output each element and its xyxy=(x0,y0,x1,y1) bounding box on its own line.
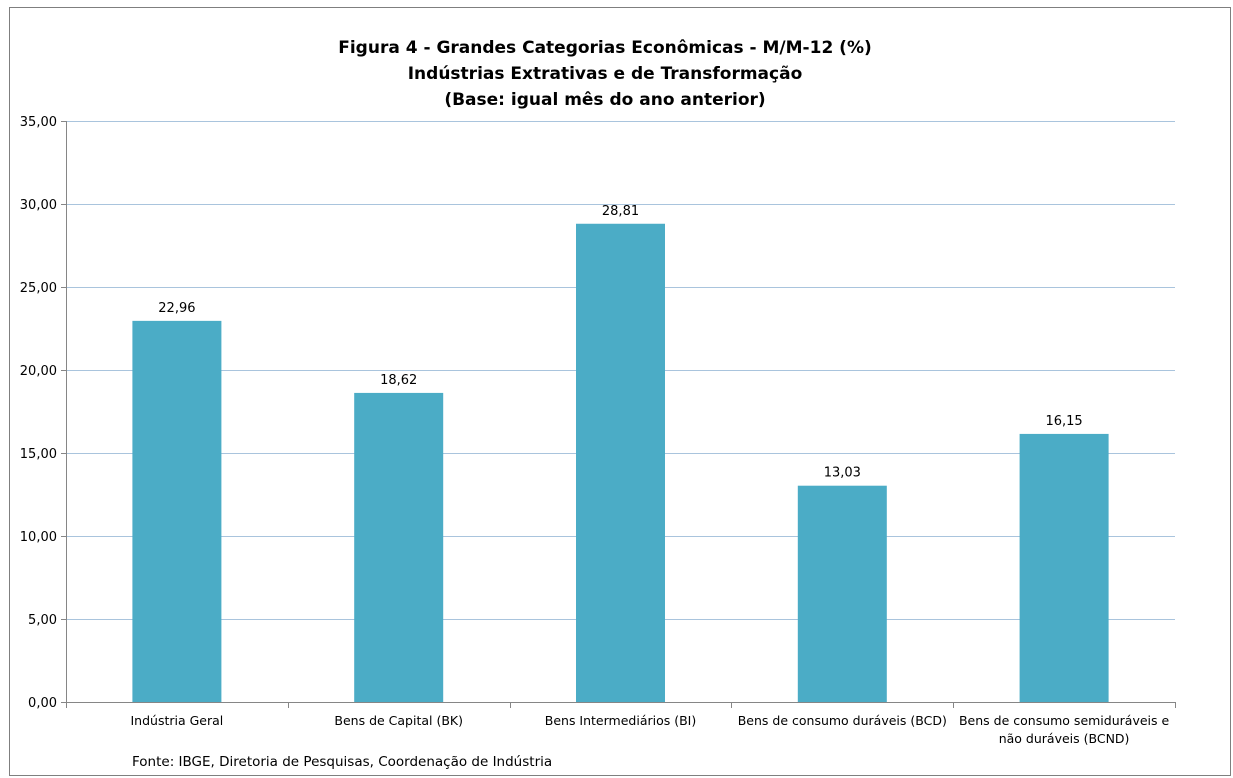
bars xyxy=(132,223,1109,702)
source-note: Fonte: IBGE, Diretoria de Pesquisas, Coo… xyxy=(132,754,552,770)
y-tick-label: 25,00 xyxy=(20,281,57,296)
bar-value-label: 28,81 xyxy=(602,204,639,219)
labels: 0,00 5,00 10,00 15,00 20,00 25,00 30,00 35,00 22… xyxy=(20,115,1170,746)
y-tick-label: 10,00 xyxy=(20,530,57,545)
chart-title: Figura 4 - Grandes Categorias Econômicas… xyxy=(338,38,872,110)
bar xyxy=(132,320,222,702)
y-tick-label: 20,00 xyxy=(20,364,57,379)
bar xyxy=(1019,433,1109,702)
x-category-label: Bens Intermediários (BI) xyxy=(545,713,697,728)
y-tick-label: 5,00 xyxy=(28,613,57,628)
x-category-label: Bens de consumo duráveis (BCD) xyxy=(738,713,947,728)
y-tick-label: 30,00 xyxy=(20,198,57,213)
y-tick-label: 0,00 xyxy=(28,696,57,711)
bar-value-label: 16,15 xyxy=(1045,414,1082,429)
x-category-label: Indústria Geral xyxy=(131,713,224,728)
x-category-label: Bens de Capital (BK) xyxy=(334,713,463,728)
y-tick-label: 35,00 xyxy=(20,115,57,130)
chart-title-line-3: (Base: igual mês do ano anterior) xyxy=(444,90,765,110)
x-category-label: Bens de consumo semiduráveis e xyxy=(959,713,1170,728)
bar-value-label: 13,03 xyxy=(824,466,861,481)
chart-title-line-1: Figura 4 - Grandes Categorias Econômicas… xyxy=(338,38,872,58)
bar xyxy=(354,392,444,702)
bar xyxy=(576,223,665,702)
bar-value-label: 22,96 xyxy=(158,301,195,316)
axes xyxy=(61,121,1176,708)
x-category-label: não duráveis (BCND) xyxy=(999,731,1130,746)
chart-title-line-2: Indústrias Extrativas e de Transformação xyxy=(408,64,803,84)
bar xyxy=(797,485,887,702)
bar-value-label: 18,62 xyxy=(380,373,417,388)
y-tick-label: 15,00 xyxy=(20,447,57,462)
